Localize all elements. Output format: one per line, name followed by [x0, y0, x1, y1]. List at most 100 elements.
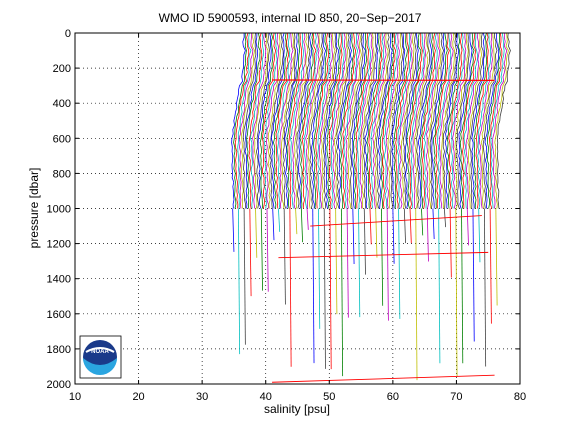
deep-profile-line — [243, 208, 246, 345]
axes-background — [75, 33, 520, 384]
profile-line — [370, 32, 385, 209]
y-tick-label: 1800 — [47, 344, 71, 356]
profile-line — [317, 32, 331, 209]
deep-profile-line — [449, 208, 452, 278]
deep-profile-line — [375, 208, 378, 258]
deep-profile-line — [455, 208, 458, 377]
profile-line — [294, 32, 309, 209]
x-axis: 10 20 30 40 50 60 70 80 — [69, 33, 526, 403]
profile-line — [416, 32, 430, 209]
profile-line — [349, 32, 364, 209]
deep-profile-line — [489, 208, 492, 324]
y-axis: 0 200 400 600 800 1000 1200 1400 1600 1800 2000 — [47, 28, 520, 391]
profile-line — [379, 32, 395, 209]
profile-line — [480, 32, 495, 209]
profile-line — [250, 32, 264, 209]
profile-line — [307, 32, 322, 209]
profile-line — [340, 32, 355, 209]
profile-line — [279, 32, 294, 209]
profile-line — [360, 32, 375, 209]
profile-line — [286, 32, 301, 209]
profile-line — [311, 32, 326, 209]
profile-line — [444, 32, 460, 209]
profile-line — [374, 32, 389, 209]
profile-line — [406, 32, 422, 209]
x-tick-label: 60 — [387, 391, 399, 403]
plot-area: 10 20 30 40 50 60 70 80 0 200 400 600 800 1000 1200 14… — [47, 28, 527, 403]
deep-profile-line — [278, 208, 281, 232]
profile-line — [385, 32, 400, 209]
deep-profile-line — [260, 208, 263, 291]
profile-line — [490, 32, 505, 209]
deep-profile-line — [346, 208, 349, 318]
profile-line — [309, 32, 324, 209]
profile-line — [298, 32, 312, 209]
x-tick-label: 70 — [450, 391, 462, 403]
profile-line — [280, 32, 296, 209]
chart-title: WMO ID 5900593, internal ID 850, 20−Sep−… — [159, 11, 422, 25]
profile-line — [448, 32, 463, 209]
profile-line — [364, 32, 379, 209]
profile-line — [400, 32, 415, 209]
profile-line — [333, 32, 349, 209]
profile-line — [292, 32, 306, 209]
profile-line — [270, 32, 285, 209]
profile-line — [315, 32, 330, 209]
deep-profile-line — [340, 208, 344, 377]
profile-line — [395, 32, 410, 209]
profile-line — [351, 32, 366, 209]
deep-anomaly-line — [278, 251, 489, 259]
profile-line — [387, 32, 402, 209]
profile-line — [284, 32, 299, 209]
deep-profile-line — [289, 208, 292, 367]
profile-line — [391, 32, 406, 209]
profile-line — [425, 32, 440, 209]
profile-line — [345, 32, 360, 209]
noaa-logo: NOAA — [79, 335, 122, 379]
deep-profile-line — [363, 208, 366, 275]
profile-line — [475, 32, 489, 209]
profile-line — [356, 32, 372, 209]
deep-profile-line — [323, 208, 326, 369]
x-tick-label: 30 — [196, 391, 208, 403]
profile-line — [363, 32, 377, 209]
profile-line — [431, 32, 446, 209]
x-axis-label: salinity [psu] — [264, 402, 330, 416]
y-tick-label: 1600 — [47, 309, 71, 321]
deep-profile-line — [386, 208, 389, 321]
deep-profile-line — [409, 208, 412, 244]
profile-line — [414, 32, 429, 209]
x-tick-label: 50 — [323, 391, 335, 403]
profile-line — [458, 32, 473, 209]
profile-line — [494, 32, 509, 209]
y-tick-label: 600 — [53, 133, 71, 145]
profile-line — [231, 32, 246, 209]
x-tick-label: 10 — [69, 391, 81, 403]
deep-profile-line — [295, 208, 298, 235]
x-tick-label: 80 — [514, 391, 526, 403]
profile-line — [359, 32, 373, 209]
profile-line — [252, 32, 267, 209]
profile-line — [246, 32, 261, 209]
bottom-anomaly-line — [272, 374, 495, 383]
deep-profile-line — [335, 208, 338, 315]
profile-line — [410, 32, 425, 209]
profile-line — [262, 32, 277, 209]
deep-profile-line — [358, 208, 361, 318]
deep-profile-line — [415, 208, 418, 381]
y-tick-label: 0 — [65, 28, 71, 40]
deep-profile-line — [472, 208, 475, 342]
profile-line — [438, 32, 454, 209]
profile-line — [420, 32, 434, 209]
profile-line — [332, 32, 347, 209]
profile-line — [299, 32, 314, 209]
profile-line — [265, 32, 279, 209]
y-tick-label: 2000 — [47, 379, 71, 391]
profile-line — [275, 32, 290, 209]
profile-line — [248, 32, 263, 209]
deep-profile-line — [398, 208, 401, 319]
profile-line — [435, 32, 450, 209]
profile-line — [465, 32, 480, 209]
profile-line — [398, 32, 413, 209]
